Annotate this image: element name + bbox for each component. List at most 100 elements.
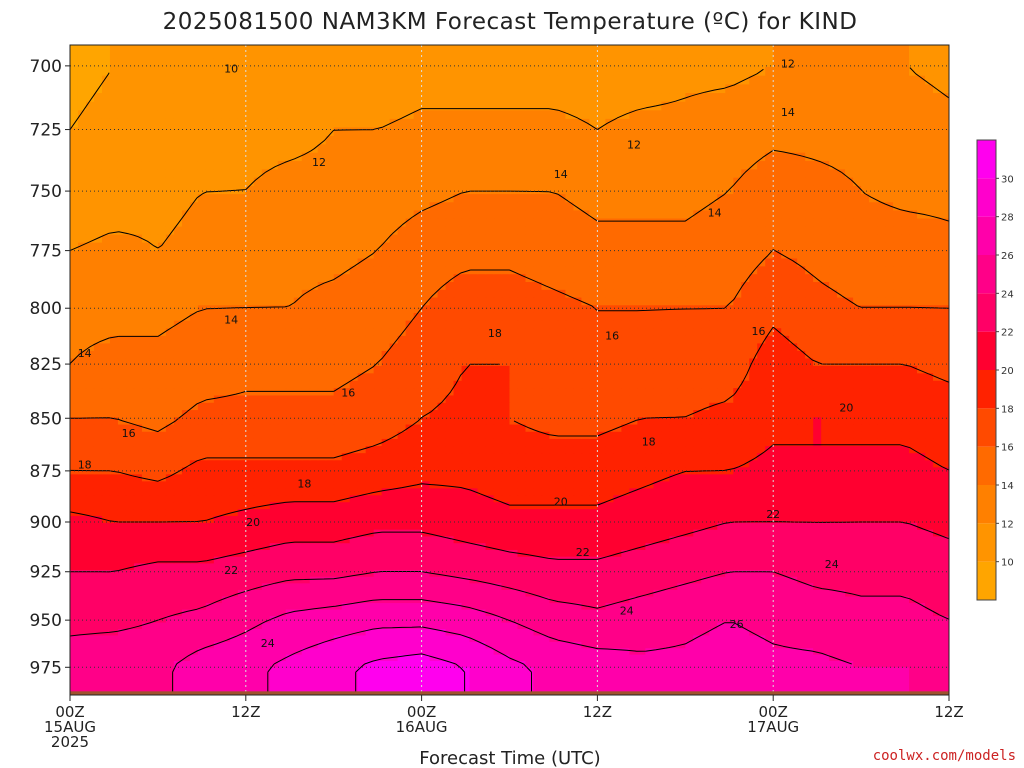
field-cell xyxy=(725,660,734,668)
field-cell xyxy=(725,438,734,447)
field-cell xyxy=(613,608,622,617)
field-cell xyxy=(869,542,878,550)
field-cell xyxy=(333,480,343,489)
field-cell xyxy=(349,522,359,530)
field-cell xyxy=(405,501,415,510)
field-cell xyxy=(933,402,942,411)
field-cell xyxy=(821,628,830,636)
field-cell xyxy=(669,508,678,516)
field-cell xyxy=(237,634,247,642)
field-cell xyxy=(405,473,415,482)
field-cell xyxy=(253,549,263,557)
field-cell xyxy=(805,480,814,489)
field-cell xyxy=(389,416,399,425)
field-cell xyxy=(165,666,175,674)
field-cell xyxy=(477,452,487,461)
field-cell xyxy=(269,473,279,482)
field-cell xyxy=(605,679,614,687)
field-cell xyxy=(205,628,215,636)
field-cell xyxy=(277,542,287,550)
field-cell xyxy=(853,473,862,482)
field-cell xyxy=(797,608,806,617)
field-cell xyxy=(70,679,79,687)
field-cell xyxy=(397,602,407,610)
field-cell xyxy=(933,480,942,489)
field-cell xyxy=(733,562,742,571)
field-cell xyxy=(869,608,878,617)
field-cell xyxy=(333,576,343,584)
field-cell xyxy=(85,522,95,530)
field-cell xyxy=(861,402,870,411)
field-cell xyxy=(877,621,886,630)
field-cell xyxy=(493,529,503,537)
field-cell xyxy=(677,535,686,544)
field-cell xyxy=(725,452,734,461)
field-cell xyxy=(389,459,399,468)
field-cell xyxy=(717,589,726,597)
field-cell xyxy=(549,641,559,649)
field-cell xyxy=(829,595,838,604)
field-cell xyxy=(125,445,135,454)
field-cell xyxy=(141,494,151,503)
field-cell xyxy=(829,562,838,571)
field-cell xyxy=(365,431,375,439)
field-cell xyxy=(597,480,606,489)
field-cell xyxy=(109,556,119,564)
field-cell xyxy=(573,698,582,705)
field-cell xyxy=(661,535,670,544)
field-cell xyxy=(517,608,527,617)
field-cell xyxy=(165,459,175,468)
field-cell xyxy=(549,628,559,636)
field-cell xyxy=(317,672,327,680)
field-cell xyxy=(117,608,127,617)
field-cell xyxy=(709,647,718,655)
field-cell xyxy=(341,522,351,530)
field-cell xyxy=(174,698,183,705)
field-cell xyxy=(549,595,559,604)
field-cell xyxy=(629,473,638,482)
field-cell xyxy=(70,654,79,661)
field-cell xyxy=(85,647,95,655)
field-cell xyxy=(589,608,598,617)
field-cell xyxy=(141,569,151,577)
field-cell xyxy=(101,438,111,447)
field-cell xyxy=(133,542,143,550)
field-cell xyxy=(461,615,471,623)
field-cell xyxy=(461,608,471,617)
field-cell xyxy=(365,501,375,510)
field-cell xyxy=(309,416,319,425)
field-cell xyxy=(213,608,223,617)
field-cell xyxy=(205,535,215,544)
field-cell xyxy=(189,608,199,617)
field-cell xyxy=(461,409,471,418)
field-cell xyxy=(461,634,471,642)
field-cell xyxy=(229,602,239,610)
field-cell xyxy=(461,515,471,523)
field-cell xyxy=(741,621,750,630)
field-cell xyxy=(101,685,111,693)
field-cell xyxy=(741,654,750,661)
field-cell xyxy=(941,660,949,668)
field-cell xyxy=(757,501,766,510)
field-cell xyxy=(293,487,303,496)
field-cell xyxy=(517,480,527,489)
field-cell xyxy=(701,654,710,661)
field-cell xyxy=(709,535,718,544)
field-cell xyxy=(557,647,567,655)
field-cell xyxy=(645,515,654,523)
field-cell xyxy=(517,595,527,604)
field-cell xyxy=(813,647,822,655)
field-cell xyxy=(189,494,199,503)
field-cell xyxy=(149,595,159,604)
field-cell xyxy=(821,466,830,475)
field-cell xyxy=(741,569,750,577)
field-cell xyxy=(269,679,279,687)
field-cell xyxy=(581,595,591,604)
field-cell xyxy=(693,672,702,680)
field-cell xyxy=(925,569,934,577)
field-cell xyxy=(501,660,511,668)
field-cell xyxy=(621,542,630,550)
field-cell xyxy=(509,438,519,447)
field-cell xyxy=(261,535,271,544)
field-cell xyxy=(493,654,503,661)
